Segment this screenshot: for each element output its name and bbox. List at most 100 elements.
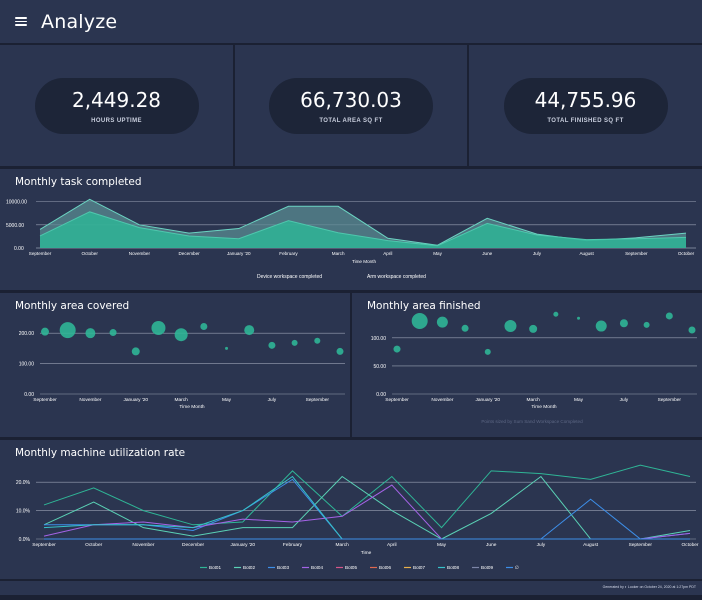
x-tick-label: October [85, 542, 102, 548]
scatter-point [529, 324, 538, 333]
scatter-point [504, 320, 517, 333]
chart-title: Monthly task completed [15, 176, 142, 188]
series-line-bot02 [43, 475, 691, 540]
footer: Generated by ◐ Looker on October 24, 202… [0, 581, 702, 595]
hamburger-menu-icon[interactable] [15, 17, 27, 26]
x-tick-label: November [79, 397, 102, 403]
x-tick-label: October [681, 542, 698, 548]
x-tick-label: May [574, 397, 584, 403]
scatter-point [268, 341, 276, 349]
scatter-point [291, 339, 298, 346]
x-tick-label: January '20 [123, 397, 148, 403]
x-tick-label: September [385, 397, 409, 403]
x-tick-label: December [178, 251, 200, 256]
app-header: Analyze [0, 0, 702, 43]
area-finished-card: Monthly area finished 100.00 50.00 0.00 Sep… [352, 293, 702, 437]
x-tick-label: September [29, 251, 52, 256]
x-tick-label: July [537, 542, 546, 548]
kpi-label: TOTAL FINISHED SQ FT [547, 117, 624, 124]
x-tick-label: March [174, 397, 188, 403]
legend-item: Device workspace completed [257, 274, 322, 280]
scatter-point [174, 328, 188, 342]
legend-item: Bot02 [243, 565, 255, 570]
scatter-point [643, 321, 650, 328]
x-tick-label: August [579, 251, 594, 256]
size-legend: Points sized by Sum Sand Workspace Compl… [481, 419, 583, 424]
scatter-point [200, 322, 208, 330]
x-axis-title: Time [361, 550, 372, 556]
scatter-point [665, 312, 673, 320]
x-tick-label: March [332, 251, 345, 256]
kpi-value: 2,449.28 [71, 87, 162, 112]
x-tick-label: May [437, 542, 447, 548]
kpi-pill: 2,449.28 HOURS UPTIME [34, 77, 199, 134]
chart-title: Monthly machine utilization rate [15, 447, 186, 459]
kpi-pill: 44,755.96 TOTAL FINISHED SQ FT [503, 77, 668, 134]
scatter-point [436, 316, 448, 328]
legend-item: Bot09 [481, 565, 493, 570]
x-tick-label: November [431, 397, 454, 403]
x-tick-label: March [526, 397, 540, 403]
tasks-area-chart: 10000.00 5000.00 0.00 September October Novem… [6, 198, 696, 280]
scatter-point [484, 348, 491, 355]
x-tick-label: August [583, 542, 599, 548]
scatter-point [85, 328, 96, 339]
scatter-point [131, 347, 140, 356]
scatter-point [41, 327, 49, 336]
x-tick-label: January '20 [475, 397, 500, 403]
kpi-card-hours-uptime: 2,449.28 HOURS UPTIME [0, 45, 233, 166]
y-tick-label: 0.0% [19, 537, 31, 543]
scatter-point [109, 329, 117, 337]
utilization-card: Monthly machine utilization rate 20.0% 10… [0, 440, 702, 579]
scatter-point [553, 311, 559, 317]
x-tick-label: September [33, 397, 57, 403]
x-tick-label: December [182, 542, 205, 548]
x-tick-label: April [387, 542, 397, 548]
y-tick-label: 10000.00 [6, 200, 27, 206]
scatter-point [411, 313, 428, 329]
y-tick-label: 5000.00 [6, 223, 24, 229]
x-tick-label: July [533, 251, 542, 256]
legend-item: Arm workspace completed [367, 274, 426, 280]
scatter-point [336, 347, 344, 355]
y-tick-label: 200.00 [19, 331, 35, 337]
chart-title: Monthly area covered [15, 300, 130, 312]
x-tick-label: September [625, 251, 648, 256]
x-tick-label: July [620, 397, 629, 403]
legend-item: Bot03 [277, 565, 289, 570]
x-axis-title: Time Month [179, 404, 204, 410]
legend-item: Bot07 [413, 565, 425, 570]
scatter-point [225, 346, 229, 350]
x-tick-label: May [222, 397, 232, 403]
x-tick-label: January '20 [230, 542, 255, 548]
kpi-label: TOTAL AREA SQ FT [319, 117, 383, 124]
x-axis-title: Time Month [352, 259, 377, 264]
scatter-point [595, 320, 607, 332]
x-tick-label: January '20 [227, 251, 251, 256]
x-tick-label: October [82, 251, 99, 256]
legend-item: Bot04 [311, 565, 323, 570]
series-line-2 [39, 211, 687, 247]
footer-note: Generated by ◐ Looker on October 24, 202… [602, 585, 696, 589]
y-tick-label: 20.0% [16, 480, 31, 486]
kpi-label: HOURS UPTIME [91, 117, 142, 124]
scatter-point [314, 337, 321, 344]
y-tick-label: 50.00 [373, 364, 386, 370]
series-area-2 [40, 211, 686, 248]
x-tick-label: February [283, 542, 303, 548]
tasks-chart-card: Monthly task completed 10000.00 5000.00 0.… [0, 169, 702, 290]
kpi-card-total-finished: 44,755.96 TOTAL FINISHED SQ FT [469, 45, 702, 166]
scatter-point [244, 325, 255, 336]
scatter-point [393, 345, 401, 353]
x-tick-label: September [658, 397, 682, 403]
kpi-pill: 66,730.03 TOTAL AREA SQ FT [269, 77, 433, 134]
y-tick-label: 0.00 [376, 392, 386, 398]
y-tick-label: 10.0% [16, 509, 31, 515]
kpi-value: 44,755.96 [534, 87, 637, 112]
area-covered-card: Monthly area covered 200.00 100.00 0.00 Sep… [0, 293, 350, 437]
kpi-card-total-area: 66,730.03 TOTAL AREA SQ FT [235, 45, 467, 166]
scatter-point [59, 322, 76, 339]
scatter-point [619, 319, 628, 328]
